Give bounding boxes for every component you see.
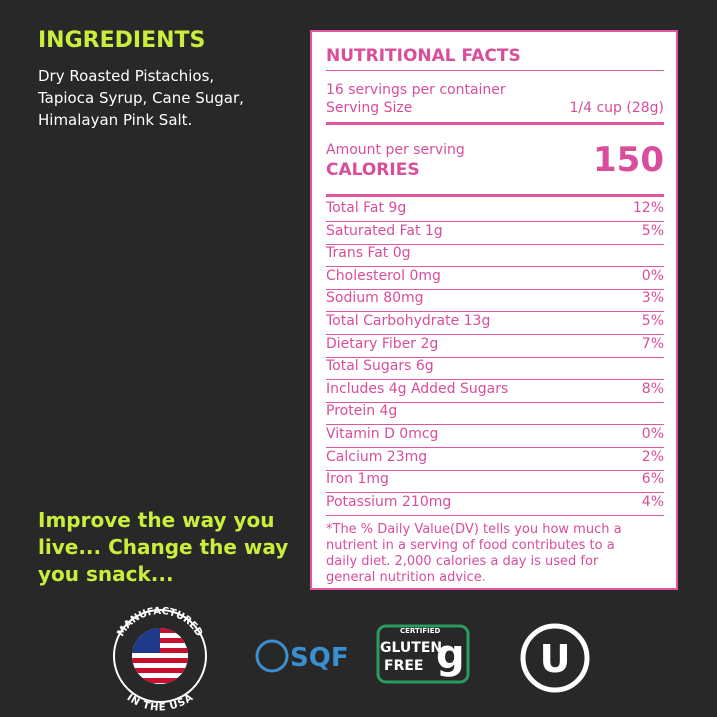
calories-label: CALORIES	[326, 160, 420, 180]
row-rule	[326, 492, 664, 494]
nutrient-name: Total Sugars 6g	[326, 358, 434, 375]
gf-free: FREE	[384, 658, 423, 674]
calories: 150	[593, 140, 664, 180]
ingredients-title: INGREDIENTS	[38, 28, 206, 53]
footnote-line: general nutrition advice.	[326, 570, 486, 585]
row-rule	[326, 311, 664, 313]
nutrient-dv: 5%	[641, 222, 664, 239]
nutrient-name: Iron 1mg	[326, 471, 389, 488]
gf-certified: CERTIFIED	[400, 627, 441, 635]
footnote-line: nutrient in a serving of food contribute…	[326, 538, 615, 553]
footnote-line: daily diet. 2,000 calories a day is used…	[326, 554, 599, 569]
kosher-badge: U	[520, 623, 590, 693]
footnote-line: *The % Daily Value(DV) tells you how muc…	[326, 522, 622, 537]
slogan-line: you snack...	[38, 562, 174, 586]
gluten-free-badge: CERTIFIED GLUTEN FREE g	[376, 624, 470, 684]
nutrient-dv: 0%	[641, 267, 664, 284]
row-rule	[326, 379, 664, 381]
nutrient-name: Total Fat 9g	[326, 200, 407, 216]
gf-gluten: GLUTEN	[380, 640, 442, 656]
sqf-badge: SQF	[255, 639, 349, 673]
nutrient-dv: 6%	[641, 471, 664, 488]
badges: MANUFACTURED IN THE USA SQF CERTIFIED GL…	[113, 606, 590, 714]
ingredient-line: Dry Roasted Pistachios,	[38, 67, 215, 85]
ingredient-line: Himalayan Pink Salt.	[38, 111, 193, 129]
row-rule	[326, 514, 664, 516]
row-rule	[326, 469, 664, 471]
svg-text:g: g	[436, 632, 465, 678]
row-rule	[326, 221, 664, 222]
usa-badge: MANUFACTURED IN THE USA	[113, 606, 207, 714]
nutrient-dv: 0%	[641, 426, 664, 442]
row-rule	[326, 243, 664, 245]
nutrient-name: Saturated Fat 1g	[326, 222, 443, 239]
nutrient-name: Total Carbohydrate 13g	[326, 313, 491, 329]
row-rule	[326, 424, 664, 426]
nutrition-title: NUTRITIONAL FACTS	[326, 46, 521, 66]
nutrient-dv: 12%	[632, 200, 664, 216]
nutrient-dv: 7%	[641, 335, 664, 352]
nutrient-dv: 5%	[641, 313, 664, 329]
slogan-line: live... Change the way	[38, 535, 289, 559]
nutrient-name: Includes 4g Added Sugars	[326, 380, 509, 397]
nutrient-dv: 4%	[641, 493, 664, 510]
nutrient-dv: 2%	[641, 448, 664, 465]
nutrient-dv: 8%	[641, 380, 664, 397]
usa-bottom: IN THE USA	[125, 692, 196, 713]
kosher: U	[540, 637, 571, 681]
nutrient-name: Vitamin D 0mcg	[326, 426, 439, 442]
nutrient-name: Protein 4g	[326, 403, 398, 420]
row-rule	[326, 356, 664, 358]
servings: 16 servings per container	[326, 82, 506, 98]
slogan-line: Improve the way you	[38, 508, 275, 532]
serving-size: 1/4 cup (28g)	[569, 100, 664, 116]
row-rule	[326, 266, 664, 268]
svg-text:IN THE USA: IN THE USA	[125, 692, 196, 713]
nutrient-name: Cholesterol 0mg	[326, 267, 441, 284]
row-rule	[326, 334, 664, 335]
serving-size-label: Serving Size	[326, 100, 413, 116]
sqf: SQF	[290, 643, 349, 673]
row-rule	[326, 288, 664, 290]
nutrient-name: Calcium 23mg	[326, 448, 428, 465]
nutrient-name: Sodium 80mg	[326, 290, 424, 307]
amount-label: Amount per serving	[326, 142, 465, 158]
nutrient-name: Trans Fat 0g	[326, 245, 411, 262]
nutrient-name: Dietary Fiber 2g	[326, 335, 439, 352]
row-rule	[326, 447, 664, 448]
nutrient-name: Potassium 210mg	[326, 493, 452, 510]
row-rule	[326, 401, 664, 403]
nutrient-dv: 3%	[641, 290, 664, 307]
ingredient-line: Tapioca Syrup, Cane Sugar,	[38, 89, 244, 107]
nutrition-panel: NUTRITIONAL FACTS 16 servings per contai…	[310, 30, 678, 590]
